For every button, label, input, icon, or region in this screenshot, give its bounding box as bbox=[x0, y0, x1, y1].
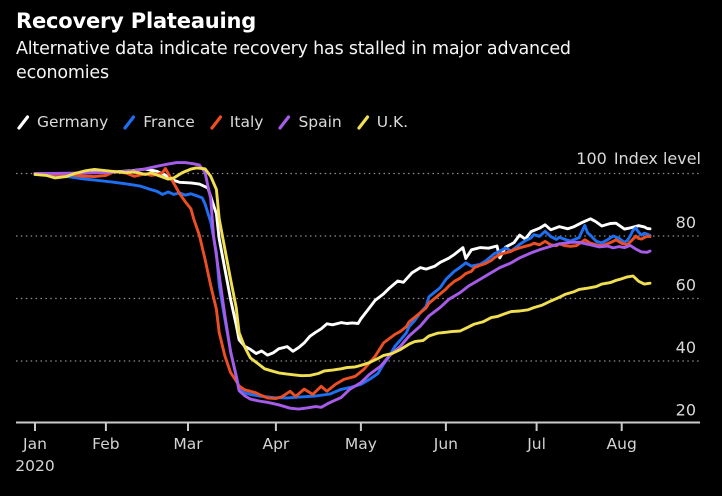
series-line-france bbox=[33, 172, 652, 400]
x-axis-label-jul: Jul bbox=[526, 435, 546, 453]
x-axis-label-jan: Jan bbox=[22, 435, 47, 453]
x-axis-label-apr: Apr bbox=[262, 435, 289, 453]
series-line-germany bbox=[33, 167, 652, 357]
legend-item-italy: Italy bbox=[209, 113, 264, 131]
x-axis-label-aug: Aug bbox=[607, 435, 637, 453]
series-line-italy bbox=[33, 167, 652, 400]
series-line-uk bbox=[33, 166, 652, 378]
chart-header: Recovery Plateauing Alternative data ind… bbox=[16, 9, 628, 86]
chart-title: Recovery Plateauing bbox=[16, 9, 257, 33]
legend-item-germany: Germany bbox=[16, 113, 108, 131]
legend-item-france: France bbox=[122, 113, 195, 131]
legend-item-spain: Spain bbox=[277, 113, 342, 131]
y-axis-label-20: 20 bbox=[676, 401, 696, 420]
y-axis-label-80: 80 bbox=[676, 213, 696, 232]
x-axis-label-may: May bbox=[345, 435, 377, 453]
legend-item-uk: U.K. bbox=[356, 113, 408, 131]
italy-line-marker-icon bbox=[210, 114, 222, 130]
y-axis-label-40: 40 bbox=[676, 338, 696, 357]
germany-line-marker-icon bbox=[17, 114, 30, 130]
x-axis-year-label: 2020 bbox=[15, 457, 54, 475]
uk-line-marker-icon bbox=[357, 114, 369, 130]
legend-label-italy: Italy bbox=[229, 113, 264, 131]
legend-label-spain: Spain bbox=[298, 113, 342, 131]
x-axis-label-jun: Jun bbox=[433, 435, 458, 453]
x-axis-label-feb: Feb bbox=[92, 435, 119, 453]
y-axis-label-60: 60 bbox=[676, 276, 696, 295]
chart-legend: Germany France Italy Spain U.K. bbox=[16, 113, 408, 131]
y-axis-label-100-with-unit: 100 Index level bbox=[576, 149, 701, 168]
france-line-marker-icon bbox=[123, 114, 136, 130]
legend-label-uk: U.K. bbox=[376, 113, 409, 131]
chart-subtitle: Alternative data indicate recovery has s… bbox=[16, 39, 571, 83]
series-line-spain bbox=[33, 161, 652, 411]
spain-line-marker-icon bbox=[278, 114, 291, 130]
legend-label-germany: Germany bbox=[37, 113, 109, 131]
x-axis-label-mar: Mar bbox=[173, 435, 203, 453]
legend-label-france: France bbox=[143, 113, 195, 131]
